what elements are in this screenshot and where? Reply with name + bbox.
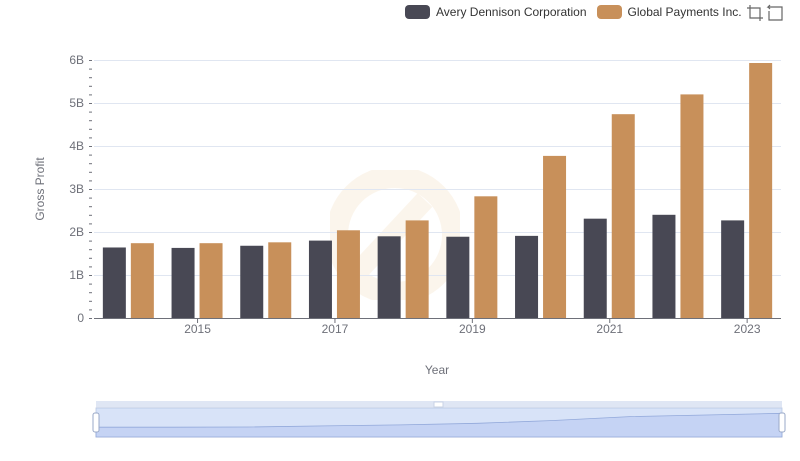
- bar-avery-2020: [515, 235, 539, 318]
- bar-global-payments-2017: [336, 230, 360, 318]
- x-tick-label: 2023: [734, 322, 761, 336]
- bar-global-payments-2018: [405, 220, 429, 318]
- bar-avery-2018: [377, 236, 401, 318]
- bar-global-payments-2019: [474, 196, 498, 318]
- datazoom-handle-left[interactable]: [92, 412, 100, 433]
- bar-avery-2016: [240, 245, 264, 318]
- legend: Avery Dennison Corporation Global Paymen…: [405, 3, 752, 21]
- legend-item-avery[interactable]: Avery Dennison Corporation: [405, 5, 587, 19]
- legend-swatch-global-payments: [596, 5, 622, 19]
- y-minor-ticks: [89, 60, 92, 319]
- datazoom-slider[interactable]: [92, 401, 786, 438]
- y-tick-label: 6B: [69, 53, 84, 67]
- y-tick-label: 1B: [69, 268, 84, 282]
- datazoom-handle-right[interactable]: [778, 412, 786, 433]
- y-tick-label: 3B: [69, 182, 84, 196]
- legend-item-global-payments[interactable]: Global Payments Inc.: [596, 5, 742, 19]
- y-axis-ticks: 0 1B 2B 3B 4B 5B 6B: [69, 53, 84, 325]
- bar-global-payments-2016: [268, 242, 292, 318]
- bar-avery-2022: [652, 214, 676, 318]
- y-tick-label: 2B: [69, 225, 84, 239]
- y-tick-label: 0: [77, 311, 84, 325]
- y-tick-label: 4B: [69, 139, 84, 153]
- bar-avery-2021: [583, 218, 607, 318]
- grid-lines: [94, 60, 781, 276]
- legend-swatch-avery: [405, 5, 430, 19]
- legend-label-global-payments: Global Payments Inc.: [627, 5, 742, 19]
- legend-label-avery: Avery Dennison Corporation: [436, 5, 587, 19]
- x-tick-label: 2021: [596, 322, 623, 336]
- x-tick-label: 2017: [322, 322, 349, 336]
- datazoom-top-grip[interactable]: [433, 401, 444, 408]
- datazoom-selection[interactable]: [96, 408, 782, 437]
- bar-global-payments-2023: [749, 63, 773, 319]
- y-axis-label: Gross Profit: [33, 157, 47, 221]
- bars: [102, 63, 773, 319]
- bar-global-payments-2015: [199, 243, 223, 318]
- bar-global-payments-2014: [130, 243, 154, 318]
- bar-avery-2023: [721, 220, 745, 318]
- y-tick-label: 5B: [69, 96, 84, 110]
- bar-global-payments-2020: [543, 155, 567, 318]
- restore-icon[interactable]: [766, 4, 784, 22]
- x-axis-label: Year: [425, 363, 449, 377]
- x-axis-ticks: 2015 2017 2019 2021 2023: [184, 318, 761, 336]
- x-tick-label: 2019: [459, 322, 486, 336]
- bar-global-payments-2021: [611, 114, 635, 319]
- toolbox: [746, 4, 786, 22]
- bar-avery-2014: [102, 247, 126, 318]
- zoom-icon[interactable]: [746, 4, 764, 22]
- bar-global-payments-2022: [680, 94, 704, 319]
- x-tick-label: 2015: [184, 322, 211, 336]
- bar-avery-2017: [308, 240, 332, 318]
- bar-avery-2019: [446, 236, 470, 318]
- bar-avery-2015: [171, 247, 195, 318]
